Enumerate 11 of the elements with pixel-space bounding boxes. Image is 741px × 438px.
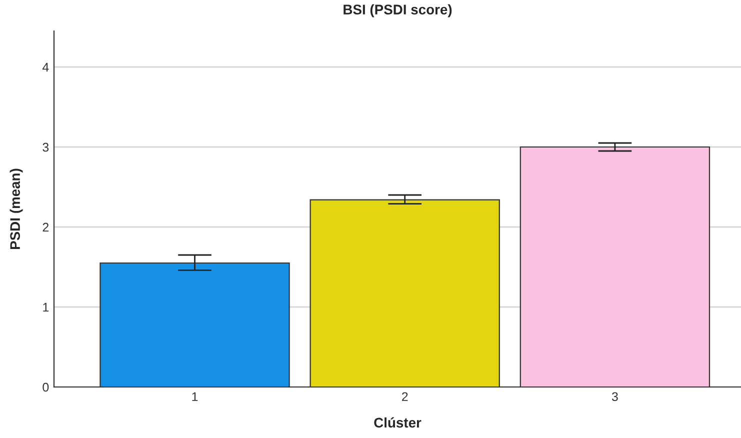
x-tick-label: 3: [612, 392, 618, 402]
y-tick-label: 2: [42, 222, 49, 232]
y-tick-label: 1: [43, 302, 49, 312]
x-tick-label: 2: [402, 392, 408, 401]
chart-title: BSI (PSDI score): [344, 4, 452, 18]
y-tick-label: 3: [42, 142, 49, 152]
y-tick-label: 0: [42, 382, 49, 392]
y-tick-label: 4: [42, 62, 49, 72]
y-axis-title: PSDI (mean): [10, 168, 23, 249]
x-tick-label: 1: [192, 392, 198, 401]
x-axis-title: Clúster: [374, 417, 422, 428]
